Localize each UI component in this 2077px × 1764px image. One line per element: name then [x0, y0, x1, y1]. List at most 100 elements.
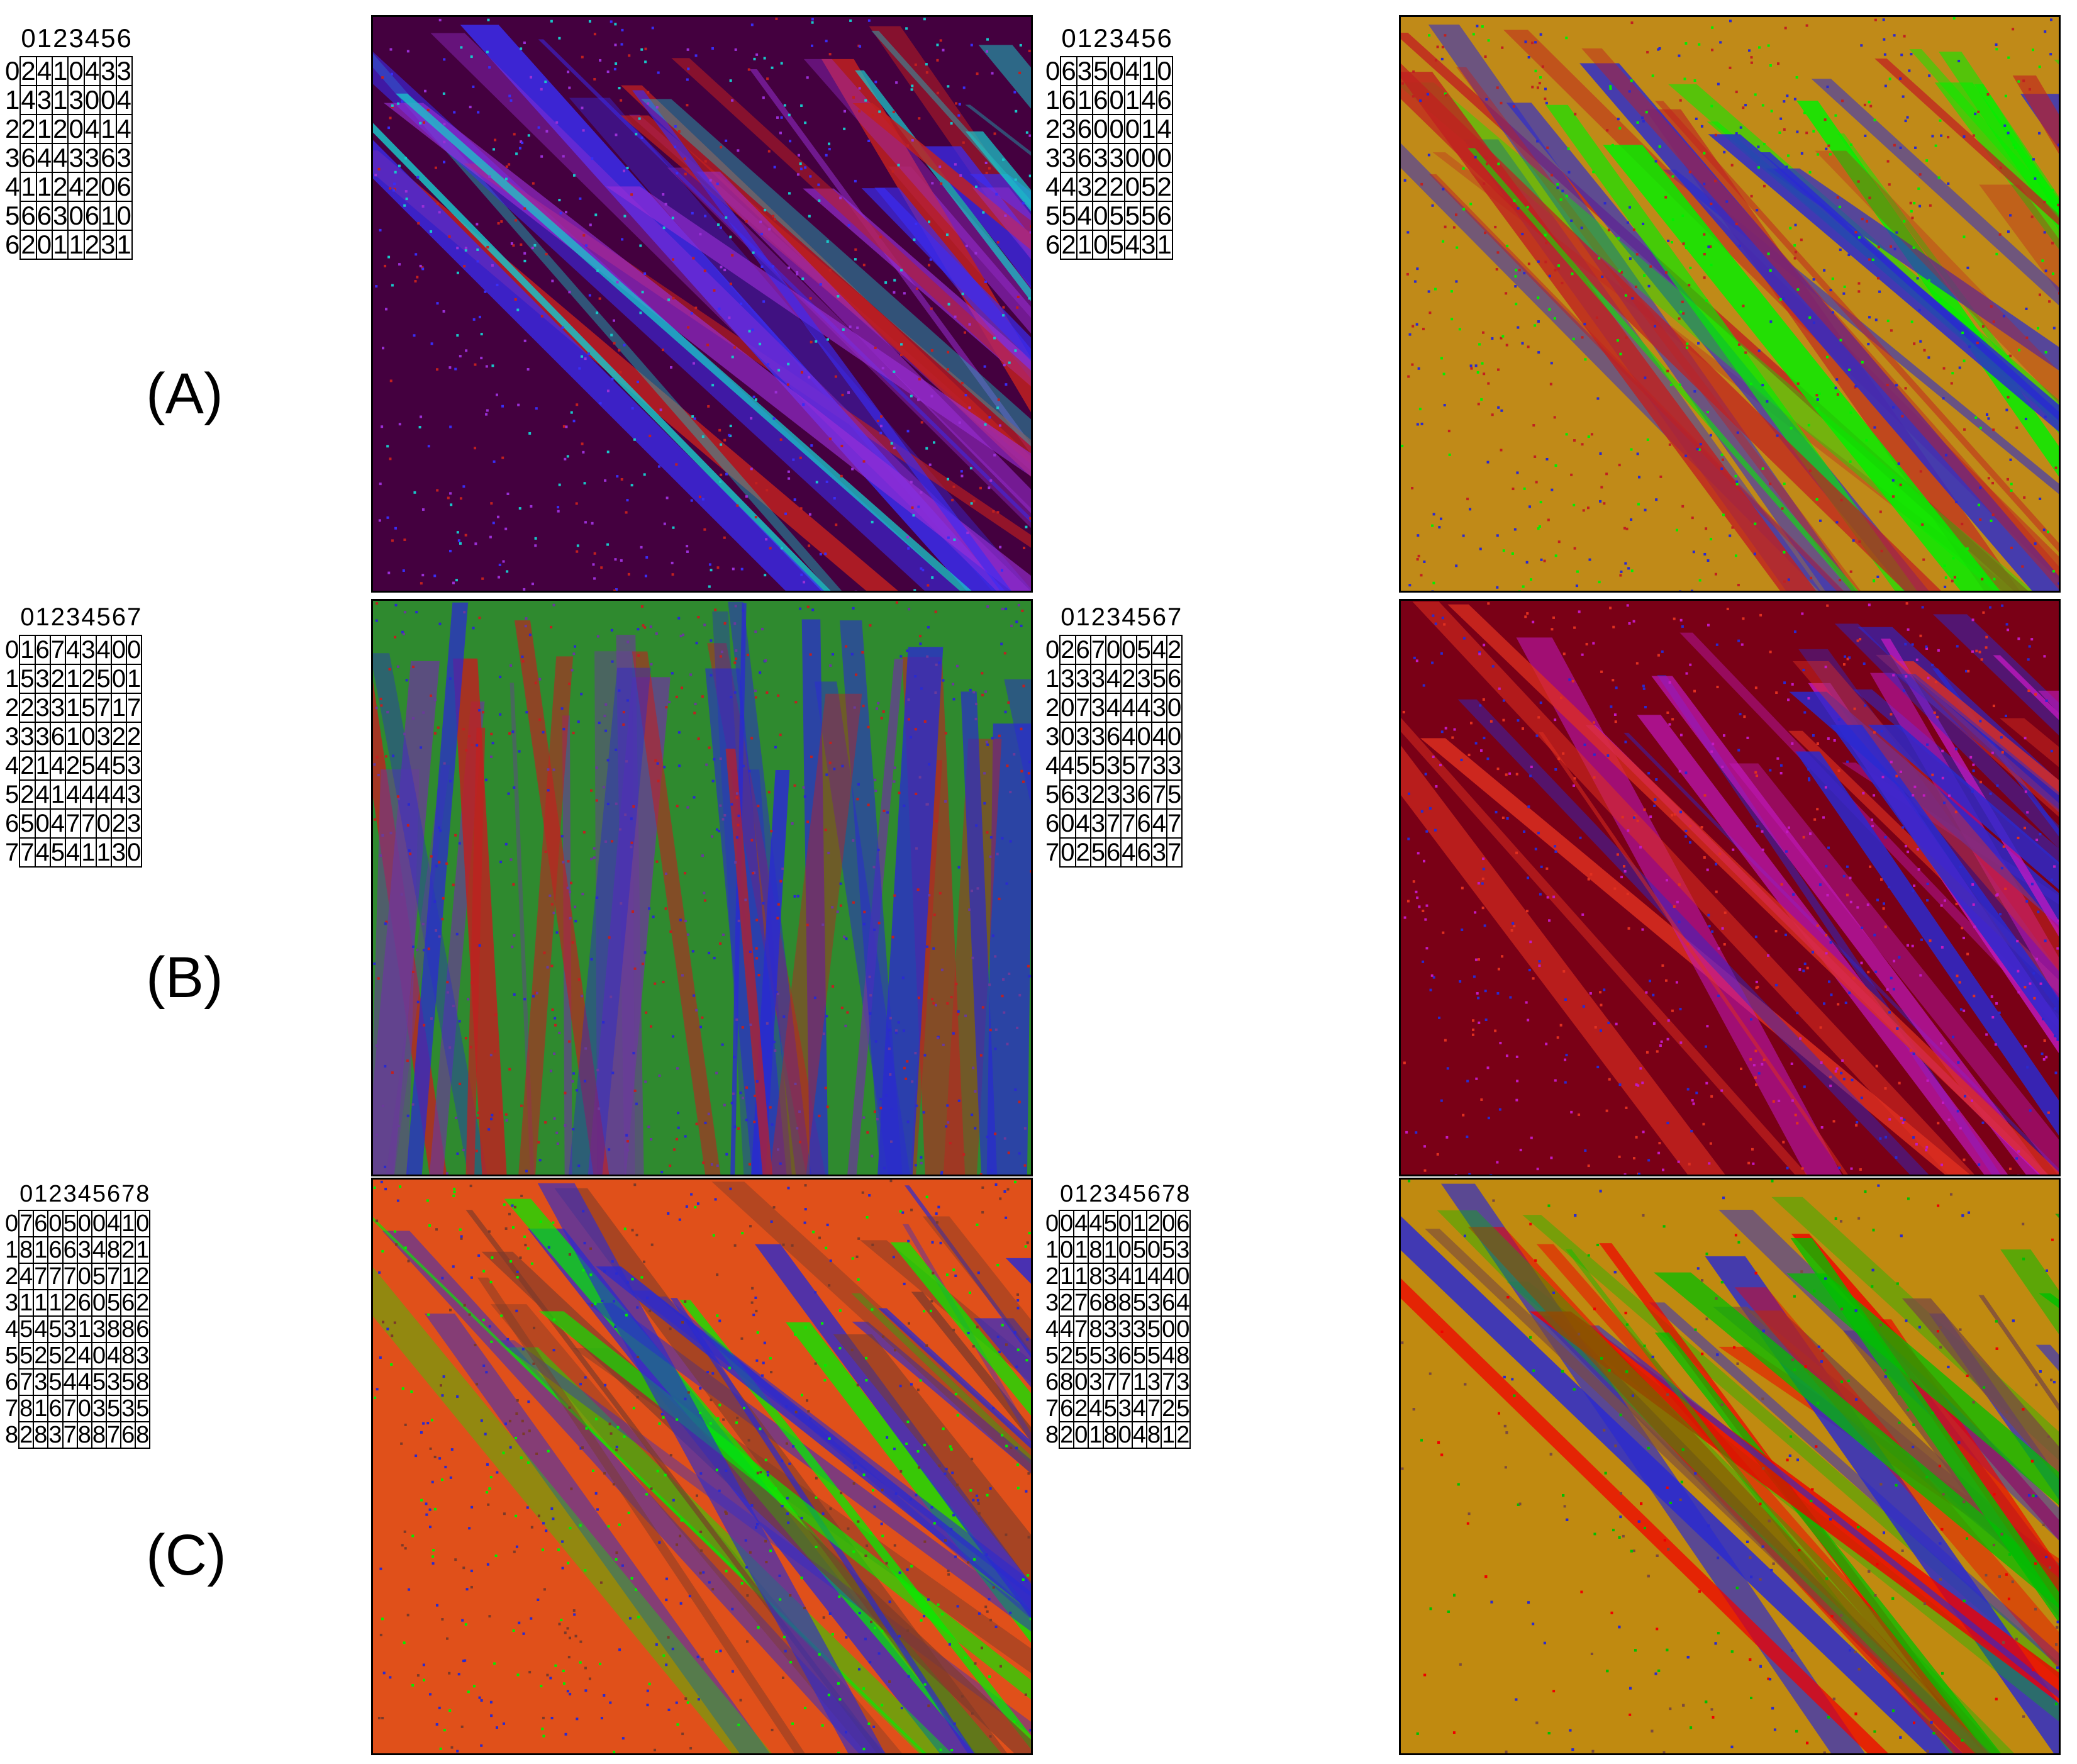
pattern-speck [1716, 1353, 1719, 1356]
pattern-speck [878, 110, 881, 113]
pattern-speck [1557, 264, 1561, 267]
pattern-speck [1835, 1067, 1839, 1070]
pattern-speck [684, 871, 687, 874]
pattern-band [430, 33, 1031, 591]
pattern-speck [991, 934, 994, 937]
pattern-speck [934, 610, 937, 613]
pattern-speck [1808, 316, 1812, 319]
pattern-speck [1476, 25, 1479, 28]
pattern-speck [1963, 235, 1966, 238]
rule-cell: 2 [19, 751, 36, 781]
row-header: 0 [1045, 1210, 1059, 1237]
pattern-speck [769, 1106, 772, 1109]
pattern-speck [910, 735, 912, 739]
pattern-speck [443, 1729, 446, 1732]
pattern-speck [862, 1116, 866, 1119]
pattern-speck [652, 915, 655, 918]
pattern-speck [1742, 304, 1745, 308]
pattern-speck [1861, 926, 1864, 929]
pattern-speck [844, 1024, 847, 1027]
pattern-speck [674, 145, 677, 148]
pattern-speck [686, 1701, 689, 1704]
row-header: 4 [1045, 1316, 1059, 1343]
pattern-speck [576, 403, 579, 406]
pattern-speck [540, 87, 543, 91]
cellular-automaton-plot [1399, 15, 2061, 593]
pattern-speck [2024, 737, 2027, 740]
pattern-speck [936, 59, 939, 62]
pattern-speck [400, 893, 403, 896]
pattern-speck [754, 689, 757, 693]
pattern-speck [1700, 826, 1703, 829]
pattern-speck [1023, 1164, 1027, 1167]
pattern-speck [849, 19, 852, 22]
pattern-speck [1600, 486, 1603, 489]
pattern-speck [1874, 970, 1878, 973]
pattern-speck [1834, 114, 1837, 117]
pattern-speck [1551, 488, 1554, 491]
pattern-speck [1664, 196, 1668, 199]
pattern-speck [1756, 774, 1759, 778]
pattern-speck [911, 506, 914, 509]
pattern-speck [454, 367, 457, 371]
rule-cell: 3 [1150, 837, 1168, 868]
pattern-speck [867, 1722, 871, 1725]
pattern-speck [375, 285, 378, 288]
pattern-band [640, 99, 1031, 447]
pattern-speck [828, 1284, 831, 1287]
pattern-speck [1871, 824, 1874, 827]
pattern-speck [526, 1506, 529, 1509]
pattern-speck [504, 1113, 508, 1116]
rule-cell: 7 [1116, 1368, 1133, 1396]
pattern-speck [710, 569, 713, 572]
pattern-speck [828, 1612, 832, 1615]
pattern-speck [1867, 971, 1870, 974]
row-header: 5 [5, 201, 20, 230]
pattern-speck [2005, 408, 2008, 411]
pattern-speck [1961, 332, 1964, 335]
pattern-speck [946, 1104, 949, 1107]
pattern-speck [1820, 1061, 1823, 1064]
pattern-speck [895, 601, 898, 604]
pattern-speck [676, 1418, 679, 1421]
pattern-speck [1892, 406, 1895, 409]
pattern-speck [1947, 1119, 1951, 1122]
pattern-speck [515, 1514, 518, 1517]
pattern-speck [907, 698, 910, 701]
pattern-speck [1613, 713, 1617, 716]
pattern-speck [1906, 944, 1909, 947]
pattern-speck [910, 394, 913, 398]
pattern-speck [723, 269, 727, 272]
pattern-speck [643, 272, 647, 276]
pattern-speck [1990, 519, 1993, 522]
pattern-speck [1018, 1152, 1021, 1155]
pattern-speck [1869, 104, 1873, 108]
pattern-speck [495, 393, 498, 396]
rule-cell: 2 [1108, 172, 1125, 202]
pattern-speck [532, 995, 535, 998]
pattern-speck [839, 882, 842, 885]
pattern-speck [1958, 366, 1961, 369]
pattern-speck [731, 1607, 734, 1610]
pattern-speck [636, 1395, 639, 1398]
pattern-speck [971, 956, 974, 959]
pattern-speck [1737, 1241, 1740, 1244]
pattern-speck [381, 76, 384, 79]
pattern-speck [919, 642, 922, 645]
pattern-speck [1444, 727, 1447, 730]
pattern-speck [1942, 367, 1946, 370]
pattern-speck [604, 479, 607, 482]
pattern-speck [588, 294, 591, 297]
pattern-speck [792, 458, 795, 461]
pattern-speck [1464, 1383, 1467, 1386]
pattern-speck [782, 1243, 785, 1246]
rule-cell: 4 [76, 1368, 92, 1396]
pattern-speck [1428, 1372, 1432, 1375]
pattern-speck [1825, 952, 1828, 955]
pattern-speck [776, 992, 779, 995]
pattern-speck [998, 734, 1001, 737]
pattern-speck [1818, 883, 1822, 886]
pattern-speck [862, 1687, 866, 1690]
pattern-speck [988, 167, 991, 170]
pattern-speck [1880, 549, 1883, 552]
